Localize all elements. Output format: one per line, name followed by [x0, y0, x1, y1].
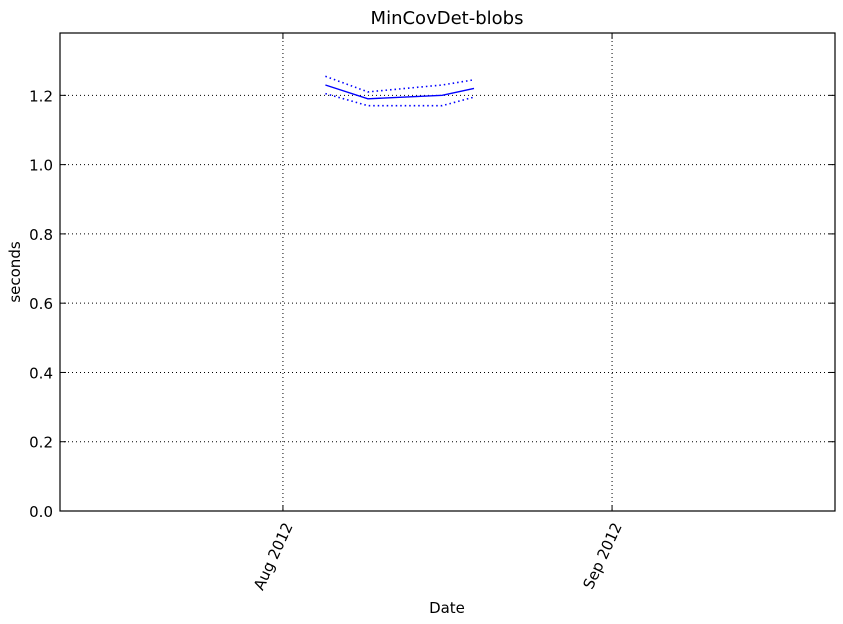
y-tick-label-1: 0.2 — [29, 434, 53, 452]
grid-layer — [60, 33, 835, 511]
y-tick-label-0: 0.0 — [29, 503, 53, 521]
x-tick-label-0: Aug 2012 — [250, 520, 297, 593]
series-line-2 — [325, 92, 475, 107]
y-tick-label-4: 0.8 — [29, 226, 53, 244]
y-tick-label-2: 0.4 — [29, 364, 53, 382]
series-layer — [325, 75, 475, 107]
y-tick-label-3: 0.6 — [29, 295, 53, 313]
y-axis-label: seconds — [6, 241, 24, 302]
ticks-layer: 0.0 0.2 0.4 0.6 0.8 1.0 1.2 Aug 2012 Sep 2012 — [29, 33, 835, 593]
series-line-0 — [325, 84, 475, 100]
y-tick-label-5: 1.0 — [29, 157, 53, 175]
chart-title: MinCovDet-blobs — [371, 8, 524, 29]
x-axis-label: Date — [429, 599, 465, 617]
plot-area — [59, 32, 836, 512]
x-tick-label-1: Sep 2012 — [579, 520, 625, 592]
y-tick-label-6: 1.2 — [29, 87, 53, 105]
series-line-1 — [325, 75, 475, 93]
